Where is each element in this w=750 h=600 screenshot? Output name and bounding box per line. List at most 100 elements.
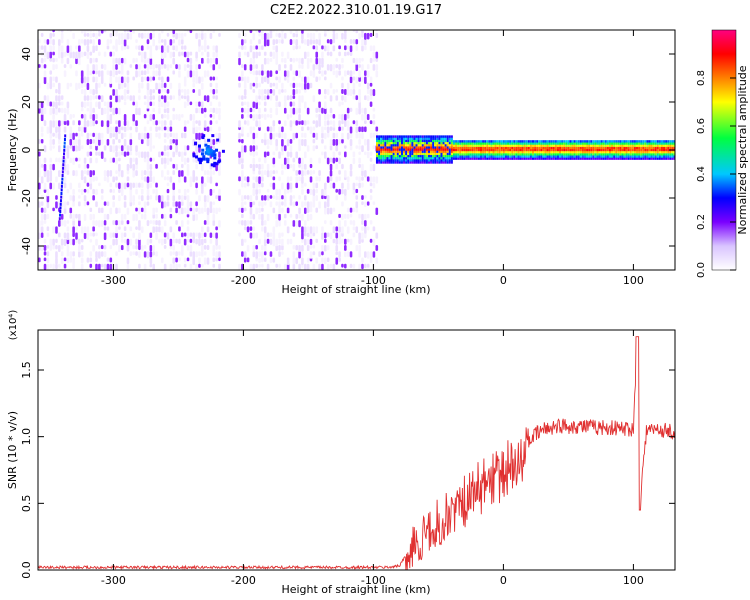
heatmap-cell	[425, 156, 428, 160]
heatmap-cell	[60, 39, 64, 44]
heatmap-cell	[513, 148, 516, 152]
heatmap-cell	[606, 144, 609, 147]
heatmap-cell	[258, 263, 261, 268]
heatmap-cell	[149, 176, 153, 183]
colorbar-tick-label: 0.2	[696, 214, 707, 230]
heatmap-cell	[158, 151, 161, 158]
heatmap-cell	[532, 153, 534, 156]
heatmap-cell	[89, 263, 93, 268]
heatmap-cell	[394, 144, 397, 147]
heatmap-cell	[209, 57, 213, 64]
heatmap-cell	[536, 148, 539, 152]
heatmap-cell	[321, 107, 324, 114]
heatmap-cell	[286, 188, 290, 194]
heatmap-cell	[201, 251, 204, 257]
heatmap-cell	[306, 201, 310, 209]
heatmap-cell	[80, 176, 84, 181]
heatmap-cell	[66, 226, 70, 232]
heatmap-cell	[205, 147, 209, 151]
heatmap-cell	[554, 157, 557, 160]
heatmap-cell	[252, 70, 256, 76]
heatmap-cell	[146, 89, 150, 96]
heatmap-cell	[309, 57, 313, 63]
heatmap-cell	[465, 142, 468, 145]
heatmap-cell	[352, 39, 356, 45]
heatmap-cell	[198, 45, 201, 53]
heatmap-cell	[671, 146, 674, 150]
heatmap-cell	[201, 182, 204, 191]
heatmap-cell	[183, 145, 187, 153]
heatmap-cell	[315, 45, 319, 51]
heatmap-cell	[465, 146, 468, 150]
heatmap-cell	[575, 144, 578, 147]
heatmap-cell	[66, 188, 70, 194]
heatmap-cell	[403, 137, 406, 140]
heatmap-cell	[175, 201, 178, 207]
heatmap-cell	[577, 155, 580, 158]
heatmap-cell	[467, 153, 470, 156]
heatmap-cell	[366, 151, 370, 159]
heatmap-cell	[407, 156, 410, 160]
heatmap-cell	[258, 114, 261, 120]
heatmap-cell	[261, 220, 264, 226]
heatmap-cell	[58, 263, 61, 268]
heatmap-cell	[644, 150, 647, 154]
heatmap-cell	[283, 145, 287, 152]
heatmap-cell	[411, 154, 414, 158]
heatmap-cell	[594, 153, 597, 156]
heatmap-cell	[513, 150, 516, 154]
heatmap-cell	[172, 188, 176, 196]
heatmap-cell	[95, 263, 98, 270]
heatmap-cell	[172, 95, 176, 100]
heatmap-cell	[318, 32, 321, 40]
heatmap-cell	[546, 144, 549, 147]
heatmap-cell	[198, 101, 201, 107]
heatmap-cell	[132, 101, 135, 106]
heatmap-cell	[326, 201, 330, 208]
heatmap-cell	[149, 89, 153, 96]
heatmap-cell	[155, 188, 158, 196]
heatmap-cell	[100, 132, 104, 139]
heatmap-cell	[258, 101, 261, 106]
heatmap-cell	[438, 141, 441, 145]
heatmap-cell	[120, 182, 124, 190]
heatmap-cell	[63, 51, 67, 57]
heatmap-cell	[163, 120, 167, 126]
heatmap-cell	[86, 138, 90, 146]
heatmap-cell	[332, 157, 336, 164]
heatmap-cell	[43, 76, 47, 85]
heatmap-cell	[183, 263, 187, 268]
heatmap-cell	[436, 139, 439, 143]
heatmap-cell	[332, 32, 336, 41]
heatmap-cell	[83, 163, 87, 170]
heatmap-cell	[372, 57, 376, 62]
heatmap-cell	[46, 176, 50, 183]
heatmap-cell	[455, 153, 458, 156]
heatmap-cell	[252, 226, 256, 231]
heatmap-cell	[272, 163, 276, 168]
heatmap-cell	[654, 146, 657, 150]
heatmap-cell	[123, 195, 127, 201]
heatmap-cell	[126, 30, 130, 33]
heatmap-cell	[221, 149, 225, 153]
heatmap-cell	[542, 146, 545, 150]
heatmap-cell	[475, 144, 478, 147]
heatmap-cell	[344, 263, 347, 269]
x-tick-label: -300	[101, 274, 126, 287]
heatmap-cell	[442, 154, 445, 158]
heatmap-cell	[301, 170, 304, 177]
heatmap-cell	[103, 30, 107, 33]
heatmap-cell	[286, 151, 290, 157]
heatmap-cell	[301, 201, 304, 208]
heatmap-cell	[241, 126, 244, 134]
y-tick-label: 1.0	[20, 428, 33, 446]
heatmap-cell	[329, 220, 333, 226]
heatmap-cell	[415, 148, 418, 151]
colorbar-tick-label: 0.8	[696, 70, 707, 86]
heatmap-cell	[384, 154, 387, 158]
heatmap-cell	[421, 141, 424, 145]
heatmap-cell	[249, 220, 253, 225]
heatmap-cell	[559, 157, 562, 160]
heatmap-cell	[581, 144, 584, 147]
